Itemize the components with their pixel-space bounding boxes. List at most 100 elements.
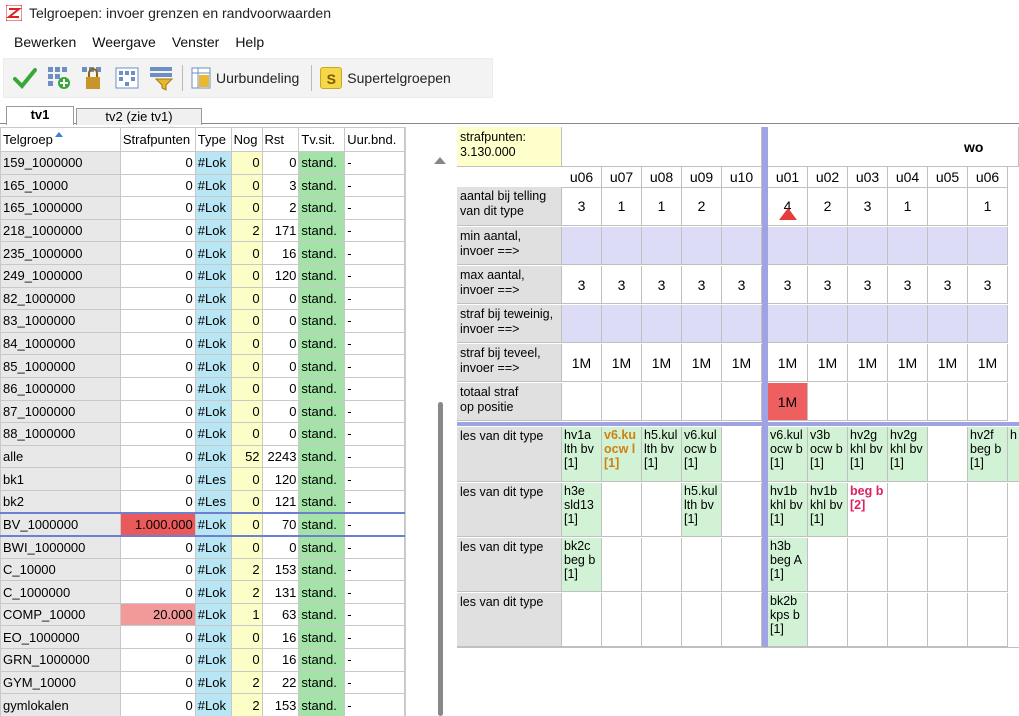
cell-strafpunten[interactable]: 0 bbox=[119, 580, 196, 604]
cell-strafpunten[interactable]: 0 bbox=[119, 196, 196, 220]
straf-teweinig-cell[interactable] bbox=[968, 305, 1008, 343]
cell-telgroep[interactable]: 249_1000000 bbox=[0, 263, 121, 288]
tab-tv2[interactable]: tv2 (zie tv1) bbox=[76, 108, 202, 125]
cell-strafpunten[interactable]: 0 bbox=[119, 648, 196, 672]
cell-uurbnd[interactable]: - bbox=[344, 376, 405, 401]
cell-rst[interactable]: 0 bbox=[261, 331, 300, 356]
cell-type[interactable]: #Lok bbox=[194, 648, 232, 672]
les-cell[interactable] bbox=[928, 593, 968, 647]
table-row[interactable]: BV_1000000 1.000.000 #Lok 0 70 stand. - bbox=[0, 512, 405, 537]
cell-strafpunten[interactable]: 0 bbox=[119, 263, 196, 288]
cell-tvsit[interactable]: stand. bbox=[298, 670, 346, 695]
column-header-u08[interactable]: u08 bbox=[642, 167, 682, 188]
cell-type[interactable]: #Lok bbox=[194, 399, 232, 424]
cell-nog[interactable]: 2 bbox=[230, 670, 263, 695]
les-cell[interactable] bbox=[602, 593, 642, 647]
les-cell[interactable] bbox=[642, 483, 682, 537]
cell-rst[interactable]: 16 bbox=[261, 625, 300, 650]
cell-uurbnd[interactable]: - bbox=[344, 648, 405, 672]
header-telgroep[interactable]: Telgroep bbox=[0, 127, 121, 152]
max-aantal-cell[interactable]: 3 bbox=[968, 266, 1008, 304]
cell-rst[interactable]: 63 bbox=[261, 602, 300, 627]
les-cell[interactable]: bk2c beg b [1] bbox=[562, 538, 602, 592]
totaal-straf-cell[interactable] bbox=[642, 383, 682, 421]
straf-teweinig-cell[interactable] bbox=[602, 305, 642, 343]
cell-uurbnd[interactable]: - bbox=[344, 670, 405, 695]
totaal-straf-cell[interactable] bbox=[722, 383, 762, 421]
table-row[interactable]: COMP_10000 20.000 #Lok 1 63 stand. - bbox=[0, 602, 405, 627]
cell-tvsit[interactable]: stand. bbox=[298, 444, 346, 469]
aantal-cell[interactable]: 3 bbox=[848, 187, 888, 226]
cell-telgroep[interactable]: bk2 bbox=[0, 489, 121, 514]
min-aantal-cell[interactable] bbox=[602, 227, 642, 265]
add-grid-icon[interactable] bbox=[46, 65, 72, 91]
cell-strafpunten[interactable]: 0 bbox=[119, 693, 196, 716]
cell-nog[interactable]: 1 bbox=[230, 602, 263, 627]
les-cell[interactable] bbox=[968, 483, 1008, 537]
cell-tvsit[interactable]: stand. bbox=[298, 173, 346, 198]
les-cell[interactable] bbox=[722, 483, 762, 537]
column-header-u01[interactable]: u01 bbox=[768, 167, 808, 188]
cell-nog[interactable]: 0 bbox=[230, 376, 263, 401]
cell-nog[interactable]: 0 bbox=[230, 241, 263, 265]
cell-tvsit[interactable]: stand. bbox=[298, 218, 346, 243]
cell-tvsit[interactable]: stand. bbox=[298, 331, 346, 356]
straf-teweinig-cell[interactable] bbox=[768, 305, 808, 343]
straf-teweinig-cell[interactable] bbox=[642, 305, 682, 343]
cell-tvsit[interactable]: stand. bbox=[298, 196, 346, 220]
cell-telgroep[interactable]: 88_1000000 bbox=[0, 422, 121, 446]
straf-teveel-cell[interactable]: 1M bbox=[722, 344, 762, 382]
table-row[interactable]: GYM_10000 0 #Lok 2 22 stand. - bbox=[0, 670, 405, 695]
cell-type[interactable]: #Les bbox=[194, 489, 232, 514]
les-cell[interactable]: beg b [2] bbox=[848, 483, 888, 537]
cell-type[interactable]: #Lok bbox=[194, 331, 232, 356]
max-aantal-cell[interactable]: 3 bbox=[928, 266, 968, 304]
les-cell[interactable]: v6.ku ocw l [1] bbox=[602, 427, 642, 482]
cell-strafpunten[interactable]: 0 bbox=[119, 557, 196, 582]
cell-tvsit[interactable]: stand. bbox=[298, 151, 346, 175]
table-row[interactable]: 86_1000000 0 #Lok 0 0 stand. - bbox=[0, 376, 405, 401]
les-cell[interactable] bbox=[642, 538, 682, 592]
max-aantal-cell[interactable]: 3 bbox=[848, 266, 888, 304]
min-aantal-cell[interactable] bbox=[768, 227, 808, 265]
les-cell[interactable] bbox=[808, 538, 848, 592]
column-header-u02[interactable]: u02 bbox=[808, 167, 848, 188]
column-header-u07[interactable]: u07 bbox=[602, 167, 642, 188]
max-aantal-cell[interactable]: 3 bbox=[808, 266, 848, 304]
max-aantal-cell[interactable]: 3 bbox=[722, 266, 762, 304]
table-row[interactable]: GRN_1000000 0 #Lok 0 16 stand. - bbox=[0, 648, 405, 672]
cell-strafpunten[interactable]: 0 bbox=[119, 444, 196, 469]
les-cell[interactable]: bk2b kps b [1] bbox=[768, 593, 808, 647]
cell-rst[interactable]: 0 bbox=[261, 286, 300, 311]
cell-uurbnd[interactable]: - bbox=[344, 399, 405, 424]
cell-rst[interactable]: 153 bbox=[261, 557, 300, 582]
max-aantal-cell[interactable]: 3 bbox=[602, 266, 642, 304]
cell-telgroep[interactable]: bk1 bbox=[0, 467, 121, 491]
table-row[interactable]: 165_10000 0 #Lok 0 3 stand. - bbox=[0, 173, 405, 198]
cell-telgroep[interactable]: gymlokalen bbox=[0, 693, 121, 716]
totaal-straf-cell[interactable] bbox=[968, 383, 1008, 421]
cell-strafpunten[interactable]: 0 bbox=[119, 309, 196, 333]
cell-uurbnd[interactable]: - bbox=[344, 286, 405, 311]
cell-tvsit[interactable]: stand. bbox=[298, 399, 346, 424]
table-row[interactable]: 84_1000000 0 #Lok 0 0 stand. - bbox=[0, 331, 405, 356]
cell-type[interactable]: #Lok bbox=[194, 286, 232, 311]
min-aantal-cell[interactable] bbox=[928, 227, 968, 265]
straf-teveel-cell[interactable]: 1M bbox=[808, 344, 848, 382]
les-cell[interactable] bbox=[562, 593, 602, 647]
cell-strafpunten[interactable]: 0 bbox=[119, 241, 196, 265]
cell-strafpunten[interactable]: 20.000 bbox=[119, 602, 196, 627]
les-cell[interactable]: v6.kul ocw b [1] bbox=[682, 427, 722, 482]
cell-telgroep[interactable]: COMP_10000 bbox=[0, 602, 121, 627]
cell-strafpunten[interactable]: 0 bbox=[119, 399, 196, 424]
cell-telgroep[interactable]: 235_1000000 bbox=[0, 241, 121, 265]
max-aantal-cell[interactable]: 3 bbox=[682, 266, 722, 304]
straf-teveel-cell[interactable]: 1M bbox=[642, 344, 682, 382]
straf-teveel-cell[interactable]: 1M bbox=[682, 344, 722, 382]
max-aantal-cell[interactable]: 3 bbox=[768, 266, 808, 304]
cell-strafpunten[interactable]: 0 bbox=[119, 467, 196, 491]
column-header-u06[interactable]: u06 bbox=[968, 167, 1008, 188]
cell-uurbnd[interactable]: - bbox=[344, 151, 405, 175]
cell-uurbnd[interactable]: - bbox=[344, 354, 405, 378]
cell-type[interactable]: #Lok bbox=[194, 557, 232, 582]
